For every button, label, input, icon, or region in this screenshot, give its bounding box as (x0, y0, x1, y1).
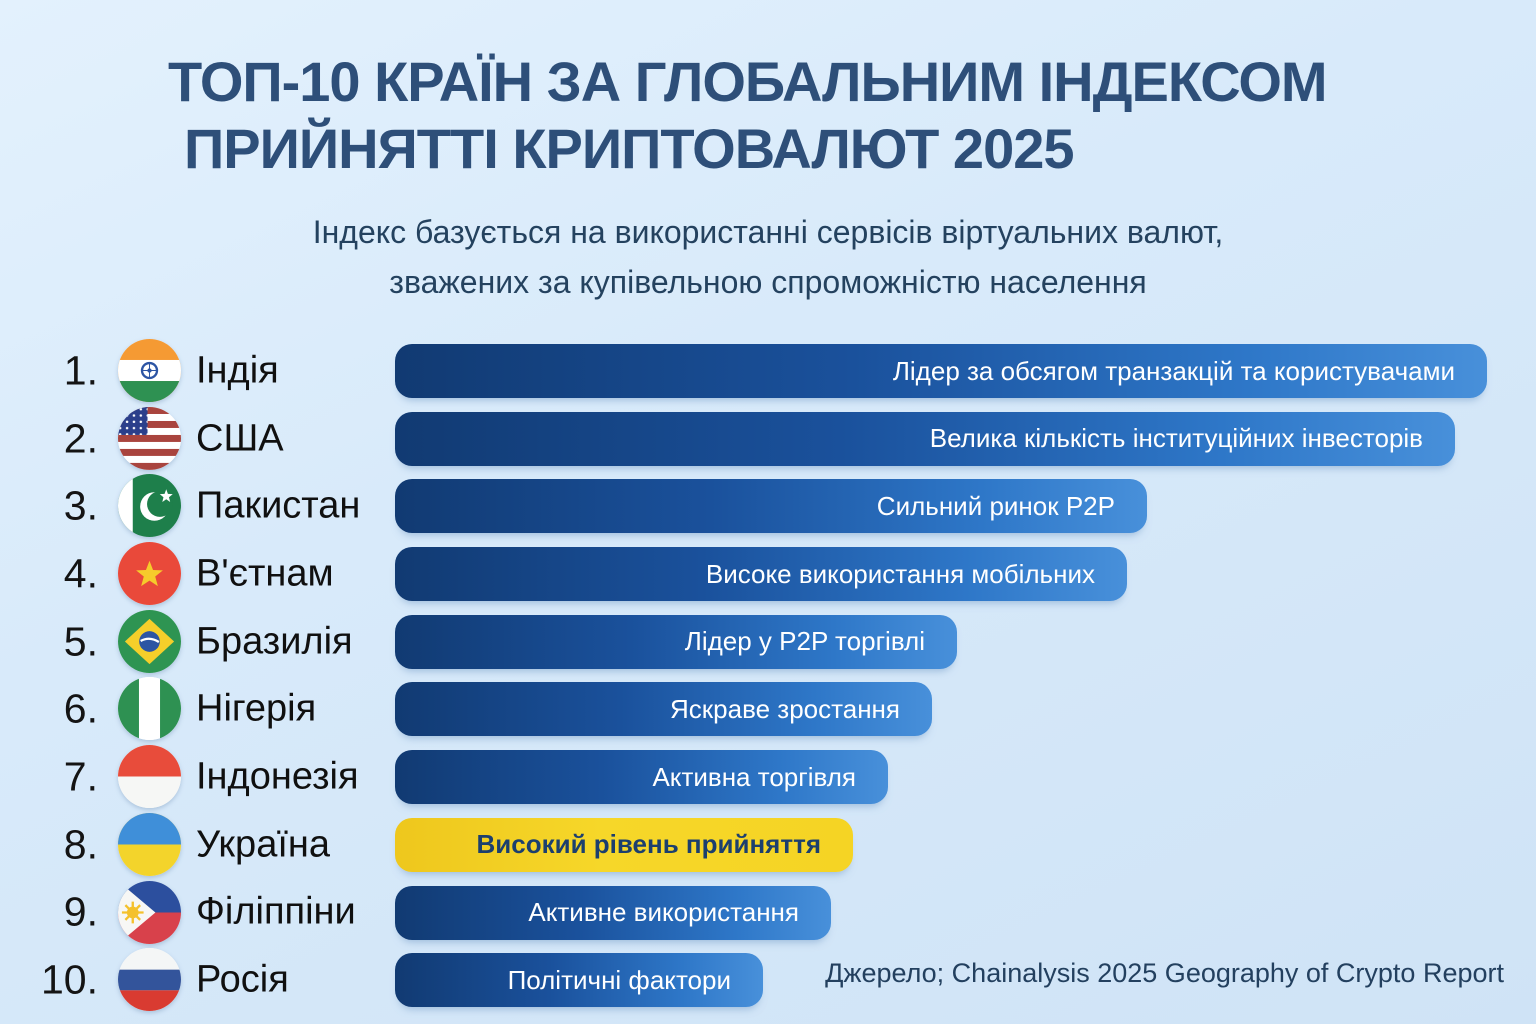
page-title-line1: ТОП-10 КРАЇН ЗА ГЛОБАЛЬНИМ ІНДЕКСОМ (168, 50, 1328, 113)
country-row-vietnam: 4. В'єтнам Високе використання мобільних (0, 540, 1536, 608)
country-row-indonesia: 7. Індонезія Активна торгівля (0, 743, 1536, 811)
rank-label: 1. (63, 347, 98, 394)
page-subtitle-line1: Індекс базується на використанні сервісі… (312, 214, 1224, 250)
brazil-flag-icon (118, 609, 181, 673)
ranking-list: 1. Індія Лідер за обсягом транзакцій та … (0, 337, 1536, 1014)
bar-annotation: Високий рівень прийняття (476, 829, 822, 860)
country-label: Нігерія (196, 687, 317, 730)
bar-annotation: Активна торгівля (652, 761, 856, 792)
adoption-bar-nigeria: Яскраве зростання (395, 682, 932, 737)
country-row-russia: 10. Росія Політичні фактори (0, 946, 1536, 1014)
bar-annotation: Високе використання мобільних (705, 558, 1095, 589)
adoption-bar-pakistan: Сильний ринок P2P (395, 479, 1147, 534)
rank-label: 9. (63, 888, 98, 935)
page-subtitle-line2: зважених за купівельною спроможністю нас… (389, 263, 1147, 300)
ukraine-flag-icon (118, 812, 181, 876)
country-row-india: 1. Індія Лідер за обсягом транзакцій та … (0, 337, 1536, 405)
bar-annotation: Політичні фактори (507, 964, 731, 995)
rank-label: 4. (63, 550, 98, 597)
country-label: Індія (196, 349, 279, 392)
rank-label: 3. (63, 482, 98, 529)
pakistan-flag-icon (118, 474, 181, 538)
russia-flag-icon (118, 948, 181, 1012)
vietnam-flag-icon (118, 542, 181, 606)
adoption-bar-indonesia: Активна торгівля (395, 750, 888, 805)
rank-label: 5. (63, 618, 98, 665)
country-label: Росія (196, 958, 289, 1001)
bar-annotation: Велика кількість інституційних інвесторі… (929, 423, 1423, 454)
usa-flag-icon (118, 406, 181, 470)
country-row-philippines: 9. Філіппіни Активне використ (0, 879, 1536, 947)
rank-label: 2. (63, 415, 98, 462)
adoption-bar-ukraine: Високий рівень прийняття (395, 817, 853, 872)
rank-label: 7. (63, 753, 98, 800)
country-label: В'єтнам (196, 552, 334, 595)
country-row-ukraine: 8. Україна Високий рівень прийняття (0, 811, 1536, 879)
page-title-line2: ПРИЙНЯТТІ КРИПТОВАЛЮТ 2025 (184, 117, 1074, 181)
india-flag-icon (118, 339, 181, 402)
adoption-bar-brazil: Лідер у P2P торгівлі (395, 614, 957, 669)
page-title: ТОП-10 КРАЇН ЗА ГЛОБАЛЬНИМ ІНДЕКСОМ ПРИЙ… (168, 48, 1328, 182)
country-label: США (196, 417, 284, 460)
bar-annotation: Сильний ринок P2P (876, 490, 1115, 521)
rank-label: 6. (63, 685, 98, 732)
country-label: Індонезія (196, 755, 359, 798)
bar-annotation: Лідер у P2P торгівлі (684, 626, 925, 657)
adoption-bar-vietnam: Високе використання мобільних (395, 547, 1127, 602)
country-row-usa: 2. США (0, 405, 1536, 473)
adoption-bar-india: Лідер за обсягом транзакцій та користува… (395, 344, 1487, 398)
philippines-flag-icon (118, 880, 181, 944)
indonesia-flag-icon (118, 745, 181, 809)
country-label: Філіппіни (196, 890, 356, 933)
nigeria-flag-icon (118, 677, 181, 741)
adoption-bar-russia: Політичні фактори (395, 953, 763, 1008)
country-label: Бразилія (196, 620, 353, 663)
bar-annotation: Яскраве зростання (670, 693, 900, 724)
bar-annotation: Лідер за обсягом транзакцій та користува… (892, 355, 1455, 386)
source-credit: Джерело; Chainalysis 2025 Geography of C… (825, 958, 1504, 988)
country-row-pakistan: 3. Пакистан Сильний ринок P2P (0, 472, 1536, 540)
country-row-brazil: 5. Бразилія Лідер у P2P торгівлі (0, 608, 1536, 676)
adoption-bar-philippines: Активне використання (395, 885, 831, 940)
rank-label: 8. (63, 821, 98, 868)
bar-annotation: Активне використання (528, 897, 799, 927)
rank-label: 10. (41, 956, 98, 1003)
country-label: Україна (196, 823, 331, 866)
page-subtitle: Індекс базується на використанні сервісі… (0, 208, 1536, 307)
country-row-nigeria: 6. Нігерія Яскраве зростання (0, 675, 1536, 743)
adoption-bar-usa: Велика кількість інституційних інвесторі… (395, 411, 1455, 466)
country-label: Пакистан (196, 484, 361, 527)
